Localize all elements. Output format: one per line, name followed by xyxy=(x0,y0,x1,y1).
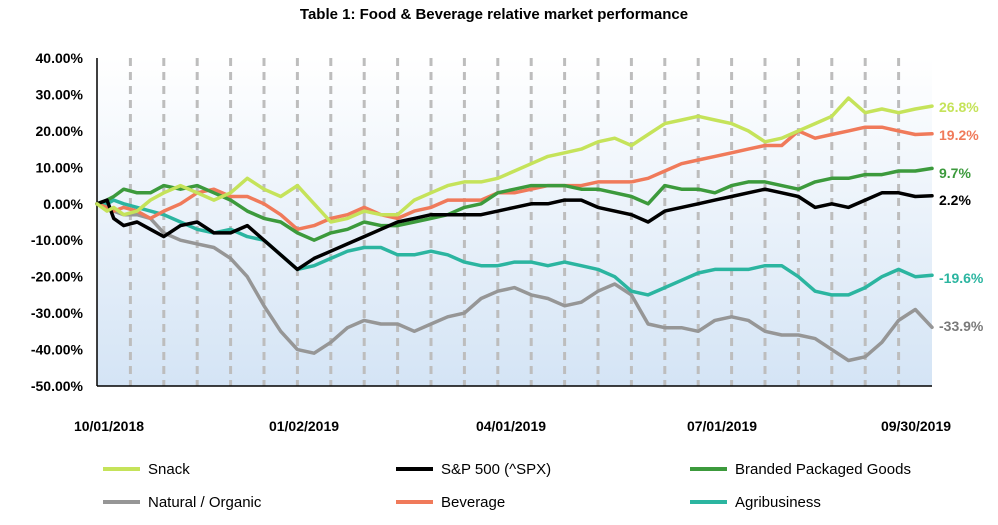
x-axis-ticks: 10/01/2018 01/02/2019 04/01/2019 07/01/2019… xyxy=(74,418,951,434)
chart-title: Table 1: Food & Beverage relative market… xyxy=(300,6,688,23)
y-tick-label: -20.00% xyxy=(31,269,84,285)
legend-label: Branded Packaged Goods xyxy=(735,461,911,478)
y-axis-ticks: 40.00% 30.00% 20.00% 10.00% 0.00% -10.00% -20.… xyxy=(31,50,84,394)
x-tick-label: 09/30/2019 xyxy=(881,418,951,434)
end-label: 26.8% xyxy=(939,99,979,115)
series-line xyxy=(95,187,934,272)
legend: Snack S&P 500 (^SPX) Branded Packaged Good… xyxy=(103,461,911,511)
legend-label: Natural / Organic xyxy=(148,494,262,511)
legend-label: S&P 500 (^SPX) xyxy=(441,461,551,478)
end-label: -33.9% xyxy=(939,318,984,334)
y-tick-label: -10.00% xyxy=(31,232,84,248)
end-labels: 26.8% 2.2% 9.7% -33.9% 19.2% -19.6% xyxy=(939,99,984,334)
x-tick-label: 04/01/2019 xyxy=(476,418,546,434)
legend-label: Beverage xyxy=(441,494,505,511)
x-tick-label: 10/01/2018 xyxy=(74,418,144,434)
y-tick-label: 10.00% xyxy=(36,159,84,175)
axes xyxy=(96,58,932,387)
series-line xyxy=(95,166,934,242)
end-label: -19.6% xyxy=(939,270,984,286)
series-line xyxy=(95,202,934,363)
end-label: 9.7% xyxy=(939,165,971,181)
series-lines xyxy=(95,96,934,363)
y-tick-label: -30.00% xyxy=(31,305,84,321)
series-line xyxy=(95,96,934,224)
y-tick-label: -50.00% xyxy=(31,378,84,394)
y-tick-label: 30.00% xyxy=(36,86,84,102)
series-line xyxy=(95,198,934,297)
x-tick-label: 01/02/2019 xyxy=(269,418,339,434)
x-tick-label: 07/01/2019 xyxy=(687,418,757,434)
y-tick-label: 40.00% xyxy=(36,50,84,66)
plot-area xyxy=(97,58,932,386)
end-label: 2.2% xyxy=(939,192,971,208)
y-tick-label: 20.00% xyxy=(36,123,84,139)
grid-lines xyxy=(128,58,901,386)
end-label: 19.2% xyxy=(939,127,979,143)
legend-label: Snack xyxy=(148,461,190,478)
y-tick-label: -40.00% xyxy=(31,342,84,358)
y-tick-label: 0.00% xyxy=(43,196,83,212)
legend-label: Agribusiness xyxy=(735,494,821,511)
